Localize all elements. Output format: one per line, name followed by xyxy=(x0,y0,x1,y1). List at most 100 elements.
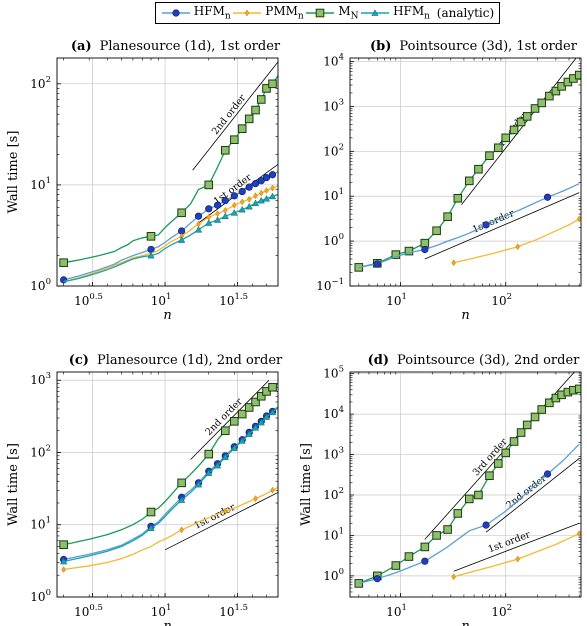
x-tick-exponent: 1 xyxy=(402,603,407,613)
series-line xyxy=(63,75,278,264)
series-marker xyxy=(146,232,156,241)
series-marker xyxy=(177,208,186,218)
panel-title-label: (b) xyxy=(370,39,391,54)
series xyxy=(354,70,581,272)
series-marker xyxy=(516,428,526,437)
series-marker xyxy=(391,250,401,259)
legend-label: PMMn xyxy=(265,4,304,22)
series-marker xyxy=(204,180,214,190)
series-marker xyxy=(551,86,561,96)
series-marker xyxy=(253,495,258,503)
series-line xyxy=(453,218,580,264)
legend-item: HFMn (analytic) xyxy=(360,4,494,22)
y-tick-exponent: 2 xyxy=(46,443,51,453)
series-marker xyxy=(205,469,213,476)
legend-label-sub: n xyxy=(224,11,231,22)
y-tick-exponent: 2 xyxy=(339,142,344,152)
x-tick-exponent: 1 xyxy=(166,292,171,302)
series-marker xyxy=(258,189,264,197)
legend-item: PMMn xyxy=(232,4,304,22)
legend-swatch-marker xyxy=(244,9,250,17)
series-marker xyxy=(246,195,252,203)
series-marker xyxy=(194,212,203,220)
panel-title: (b) Pointsource (3d), 1st order xyxy=(370,39,578,54)
y-tick-label: 101 xyxy=(323,187,344,203)
series-marker xyxy=(268,79,277,89)
series-marker xyxy=(256,95,266,104)
y-tick-exponent: 2 xyxy=(339,486,344,496)
series-marker xyxy=(515,243,521,251)
series-marker xyxy=(221,453,229,461)
reference-line xyxy=(485,458,580,533)
series-marker xyxy=(179,526,184,534)
series-marker xyxy=(509,125,519,135)
series-marker xyxy=(238,205,246,213)
y-tick-exponent: 0 xyxy=(46,588,51,598)
panel-title-text: Planesource (1d), 1st order xyxy=(100,39,281,54)
series-marker xyxy=(256,391,266,401)
minor-ticks xyxy=(57,58,278,286)
series-marker xyxy=(245,183,253,191)
series-marker xyxy=(443,525,452,534)
legend: HFMn PMMn MN HFMn (analytic) xyxy=(155,2,500,24)
reference-line xyxy=(192,61,278,171)
series-marker xyxy=(237,124,247,133)
x-tick-label: 101.5 xyxy=(219,292,248,308)
series-marker xyxy=(494,459,503,468)
series-line xyxy=(358,74,580,269)
series-marker xyxy=(245,202,253,210)
series-marker xyxy=(537,98,547,108)
series-marker xyxy=(194,480,203,488)
series-marker xyxy=(230,192,238,200)
panel-title-text: Pointsource (3d), 2nd order xyxy=(397,353,580,368)
series-marker xyxy=(453,193,463,203)
panel-title-label: (c) xyxy=(69,353,89,368)
series-marker xyxy=(222,507,228,515)
minor-ticks xyxy=(57,372,278,597)
series-marker xyxy=(194,226,203,233)
series-marker xyxy=(244,403,254,412)
series-marker xyxy=(238,437,246,444)
series-marker xyxy=(451,259,457,267)
x-tick-exponent: 1 xyxy=(402,292,407,302)
series-marker xyxy=(373,260,381,268)
reference-line xyxy=(453,522,580,572)
series-marker xyxy=(213,201,222,209)
series-line xyxy=(63,407,278,563)
series-marker xyxy=(270,486,275,494)
grid xyxy=(57,372,278,598)
legend-swatch xyxy=(306,8,335,18)
x-axis-label: n xyxy=(163,308,171,323)
series xyxy=(59,382,278,573)
x-axis-label: n xyxy=(163,619,171,626)
series-marker xyxy=(60,276,68,284)
plot-frame xyxy=(349,57,582,287)
legend-item: HFMn xyxy=(161,4,231,22)
series-marker xyxy=(59,258,68,268)
y-tick-label: 102 xyxy=(30,75,51,91)
x-tick-label: 102 xyxy=(491,603,512,619)
y-tick-exponent: 4 xyxy=(339,405,344,415)
x-tick-label: 100.5 xyxy=(74,292,103,308)
y-tick-label: 105 xyxy=(323,365,344,381)
x-tick-label: 101 xyxy=(151,603,172,619)
series-marker xyxy=(59,540,68,549)
series-marker xyxy=(391,561,401,570)
x-tick-exponent: 2 xyxy=(507,292,512,302)
grid xyxy=(57,58,278,287)
y-tick-exponent: −1 xyxy=(331,277,344,287)
panel-title-text: Pointsource (3d), 1st order xyxy=(399,39,577,54)
y-tick-label: 100 xyxy=(323,567,344,583)
series-marker xyxy=(530,412,540,422)
panel-title-label: (d) xyxy=(368,353,389,368)
series-marker xyxy=(237,409,247,419)
series-marker xyxy=(230,209,238,216)
series-marker xyxy=(501,448,511,458)
series-marker xyxy=(574,384,581,394)
series-marker xyxy=(451,573,457,581)
series-marker xyxy=(545,91,554,101)
series-marker xyxy=(251,180,260,188)
